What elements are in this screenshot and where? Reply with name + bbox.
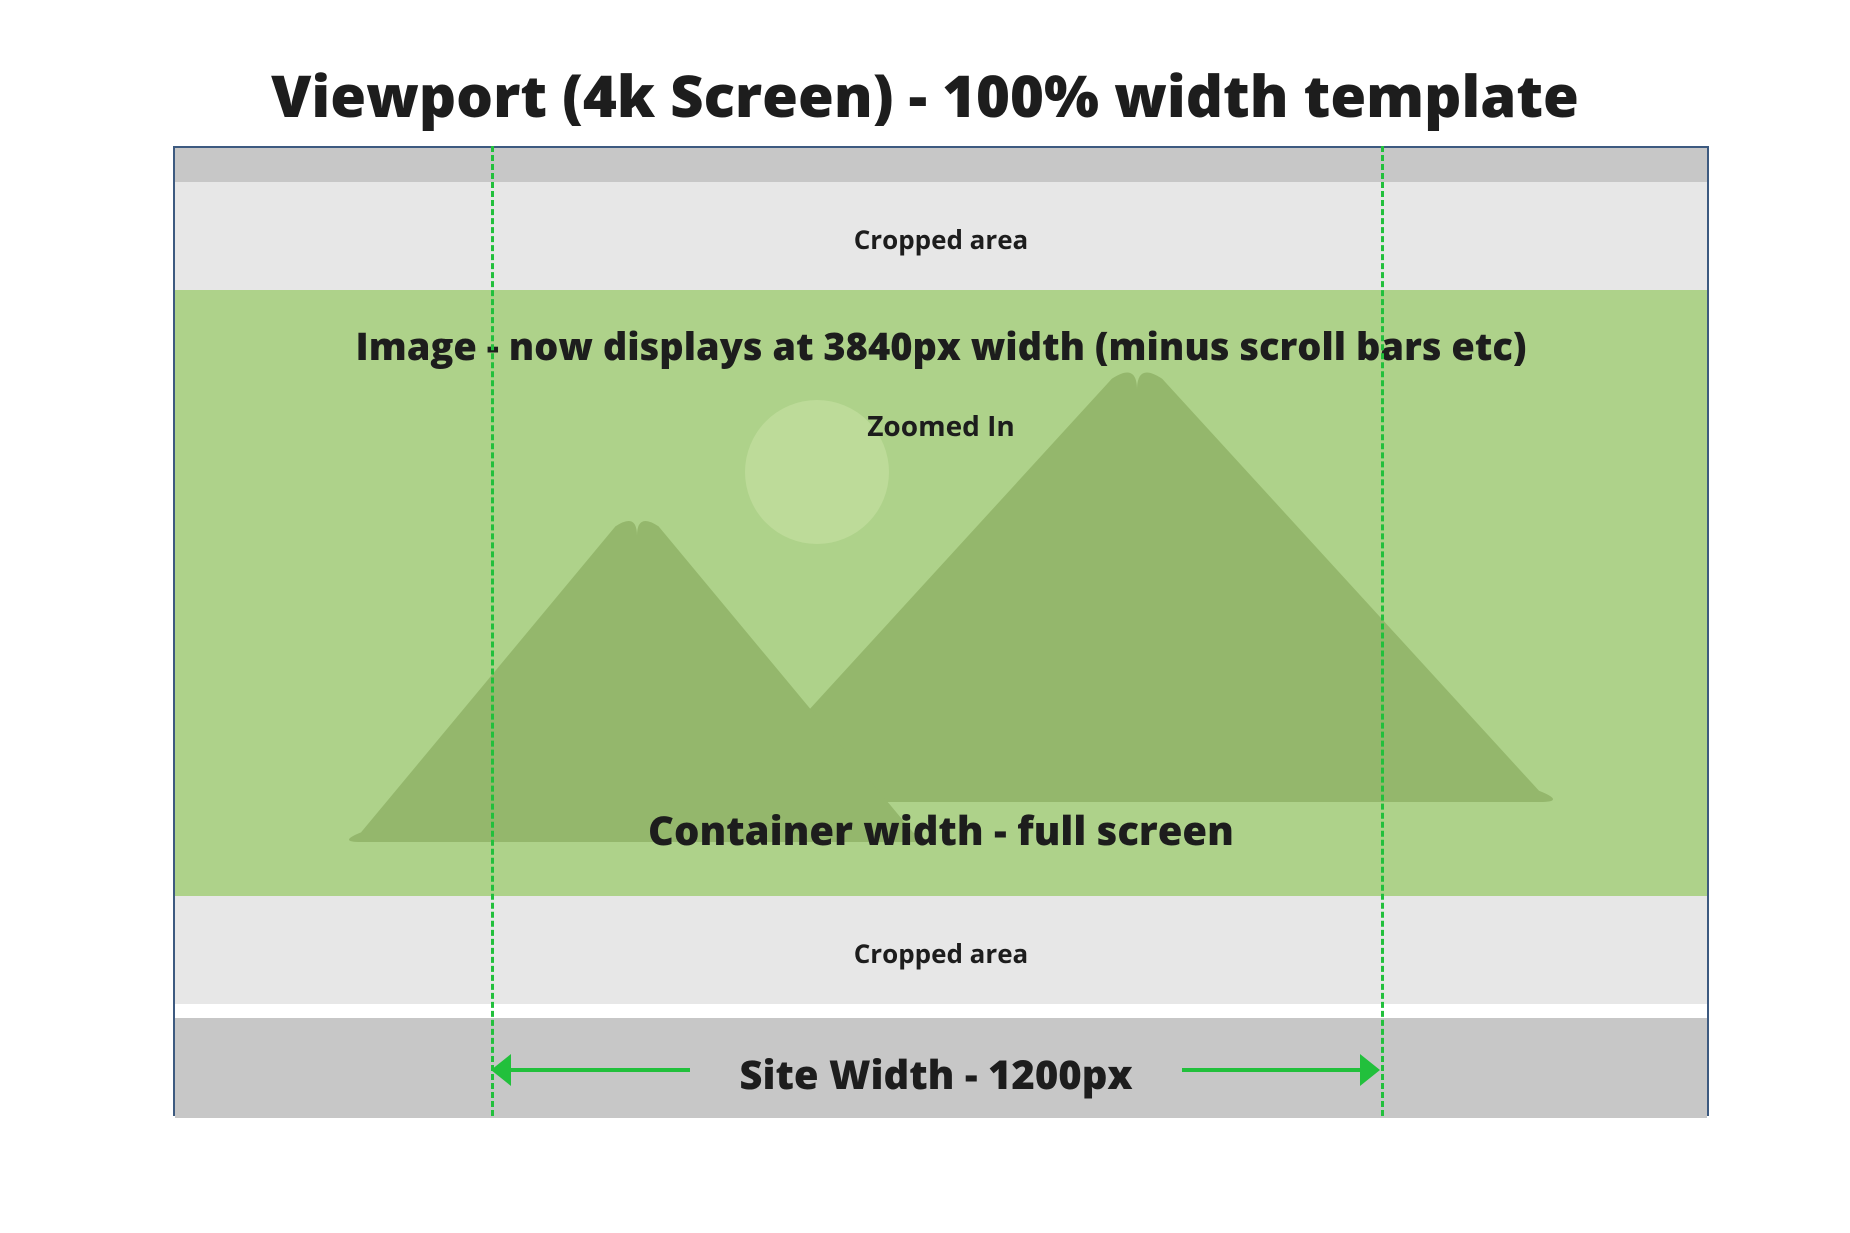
site-width-arrow-right-shaft [1182,1068,1375,1072]
site-width-arrow-left-shaft [497,1068,690,1072]
site-width-guide-left [491,146,494,1116]
diagram-title: Viewport (4k Screen) - 100% width templa… [0,55,1850,134]
mountain-small-shape [337,512,937,842]
scrollbar-top-band [175,148,1707,182]
cropped-area-top-label: Cropped area [175,221,1707,257]
cropped-area-top: Cropped area [175,182,1707,290]
zoomed-in-label: Zoomed In [175,407,1707,445]
container-width-label: Container width - full screen [175,802,1707,857]
diagram-canvas: Viewport (4k Screen) - 100% width templa… [0,0,1850,1233]
site-width-arrow-left-head [491,1054,511,1086]
image-area: Image - now displays at 3840px width (mi… [175,290,1707,896]
cropped-area-bottom-label: Cropped area [175,935,1707,971]
cropped-area-bottom: Cropped area [175,896,1707,1004]
image-headline-label: Image - now displays at 3840px width (mi… [175,320,1707,372]
viewport-frame: Cropped area Image - now displays at 384… [173,146,1709,1116]
footer-gap [175,1004,1707,1018]
site-width-guide-right [1381,146,1384,1116]
site-width-arrow-right-head [1360,1054,1380,1086]
site-width-label: Site Width - 1200px [690,1046,1182,1101]
